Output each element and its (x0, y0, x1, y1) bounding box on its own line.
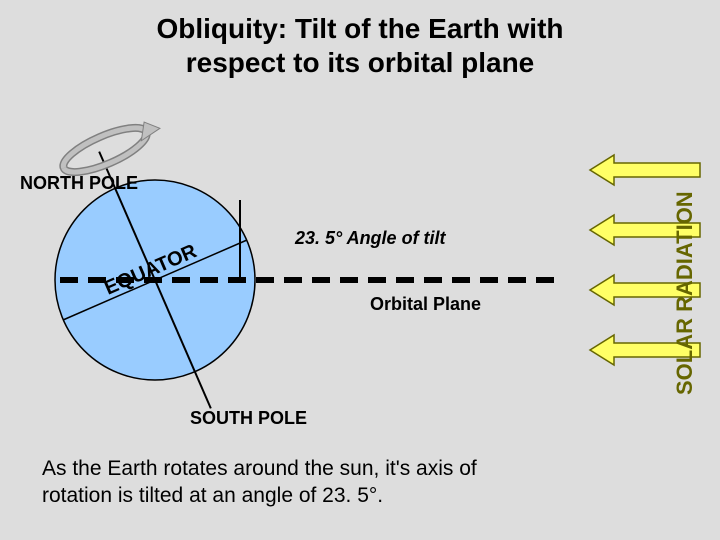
north-pole-label: NORTH POLE (20, 173, 138, 194)
orbital-plane-label: Orbital Plane (370, 294, 481, 315)
caption-line-2: rotation is tilted at an angle of 23. 5°… (42, 484, 383, 507)
caption-line-1: As the Earth rotates around the sun, it'… (42, 457, 477, 480)
spin-arrow-icon (58, 114, 165, 181)
tilt-angle-label: 23. 5° Angle of tilt (295, 228, 446, 249)
south-pole-label: SOUTH POLE (190, 408, 307, 429)
solar-radiation-label: SOLAR RADIATION (672, 191, 698, 395)
solar-arrow-icon (590, 155, 700, 185)
caption-text: As the Earth rotates around the sun, it'… (42, 455, 477, 510)
